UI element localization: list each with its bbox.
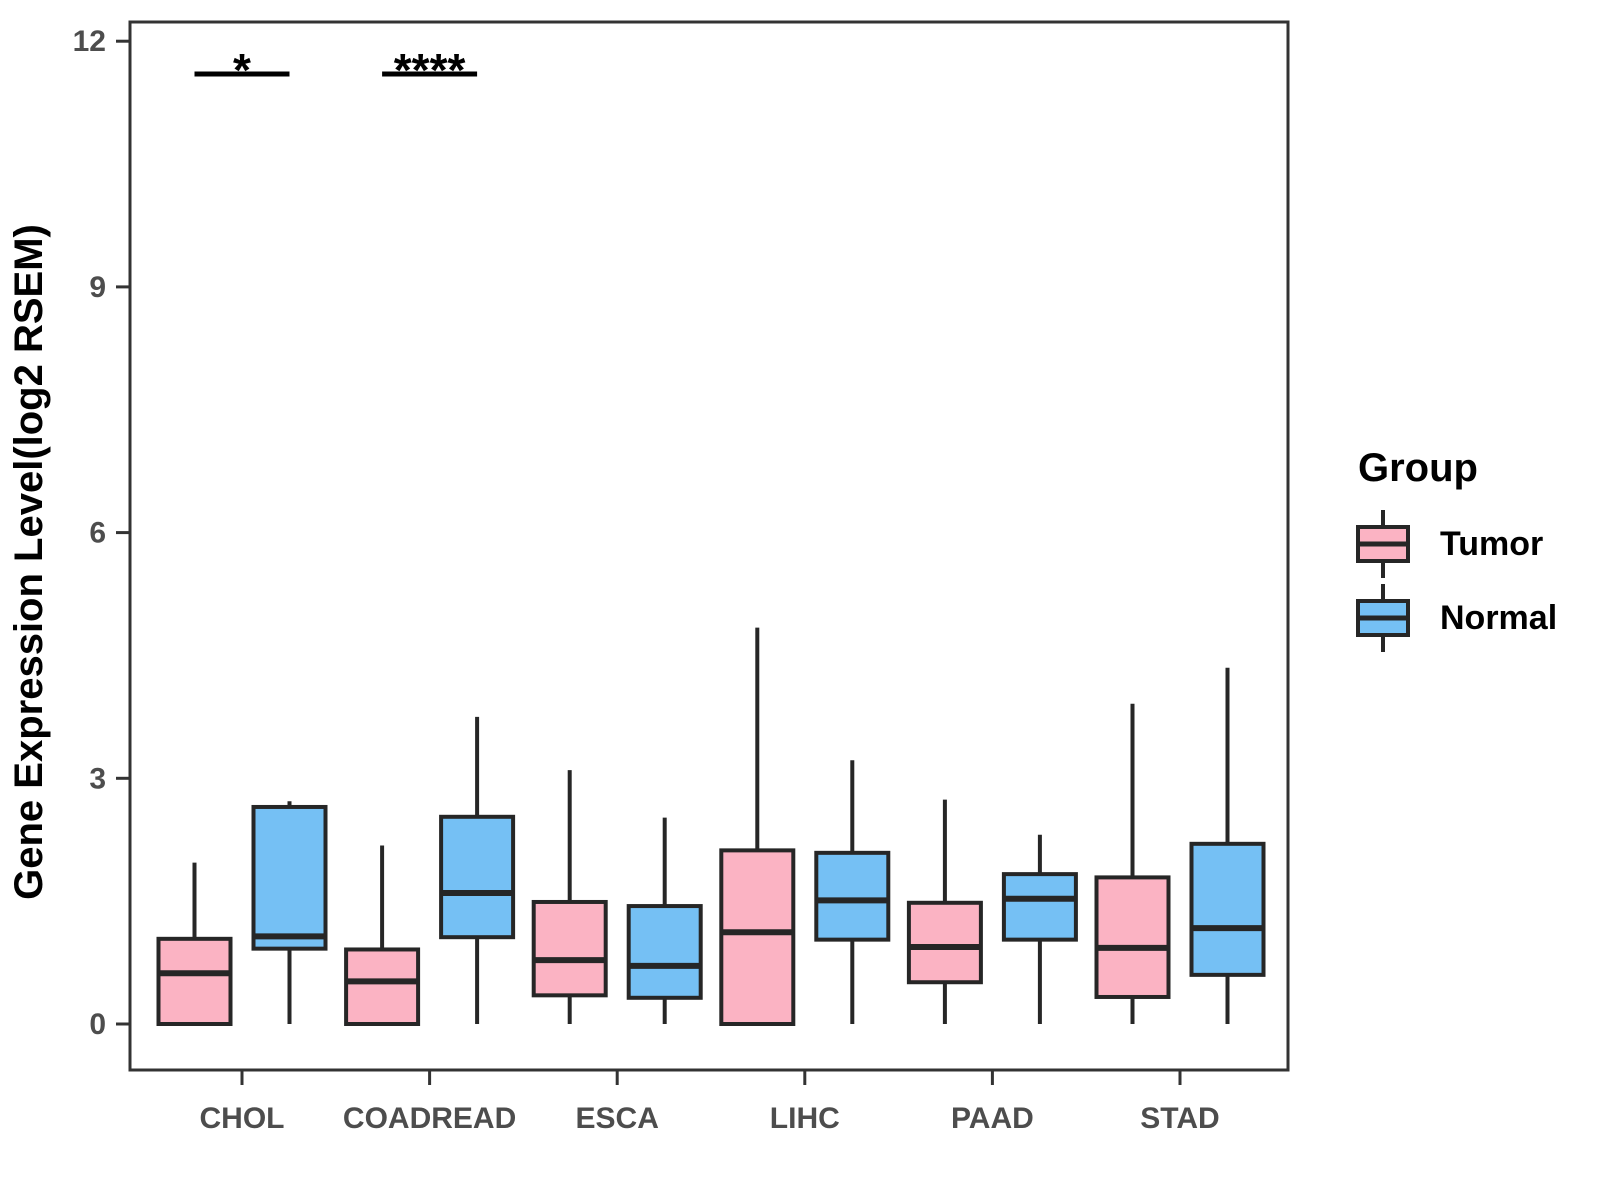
box-LIHC-Tumor bbox=[719, 848, 796, 1027]
x-label-ESCA: ESCA bbox=[576, 1102, 659, 1135]
box-CHOL-Tumor bbox=[156, 936, 233, 1026]
legend-label-tumor: Tumor bbox=[1440, 524, 1544, 563]
legend-entry-normal: Normal bbox=[1352, 581, 1557, 655]
panel-border bbox=[128, 20, 1290, 1072]
box-PAAD-Tumor bbox=[906, 900, 983, 985]
box-PAAD-Normal bbox=[1001, 872, 1078, 942]
y-tick-label-12: 12 bbox=[73, 25, 106, 58]
legend-label-normal: Normal bbox=[1440, 598, 1558, 637]
y-tick-label-0: 0 bbox=[89, 1008, 106, 1041]
legend-title: Group bbox=[1358, 446, 1478, 490]
legend-entry-tumor: Tumor bbox=[1352, 507, 1557, 581]
normal-boxplot-glyph bbox=[1356, 584, 1410, 652]
x-label-COADREAD: COADREAD bbox=[343, 1102, 516, 1135]
y-tick-label-6: 6 bbox=[89, 517, 106, 550]
x-label-LIHC: LIHC bbox=[770, 1102, 840, 1135]
sig-label-CHOL: * bbox=[233, 44, 251, 96]
box-LIHC-Normal bbox=[814, 850, 891, 942]
box-COADREAD-Tumor bbox=[344, 947, 421, 1027]
tumor-boxplot-glyph bbox=[1356, 510, 1410, 578]
y-axis-title: Gene Expression Level(log2 RSEM) bbox=[7, 224, 51, 900]
box-STAD-Tumor bbox=[1094, 875, 1171, 999]
box-CHOL-Normal bbox=[251, 804, 328, 951]
y-tick-label-3: 3 bbox=[89, 762, 106, 795]
x-label-CHOL: CHOL bbox=[200, 1102, 285, 1135]
box-ESCA-Tumor bbox=[531, 899, 608, 998]
box-COADREAD-Normal bbox=[439, 814, 516, 940]
sig-label-COADREAD: **** bbox=[394, 44, 466, 96]
x-label-PAAD: PAAD bbox=[951, 1102, 1034, 1135]
y-tick-label-9: 9 bbox=[89, 271, 106, 304]
box-STAD-Normal bbox=[1189, 841, 1266, 977]
legend: Group Tumor Normal bbox=[1352, 446, 1557, 655]
box-ESCA-Normal bbox=[626, 904, 703, 1000]
x-label-STAD: STAD bbox=[1140, 1102, 1219, 1135]
